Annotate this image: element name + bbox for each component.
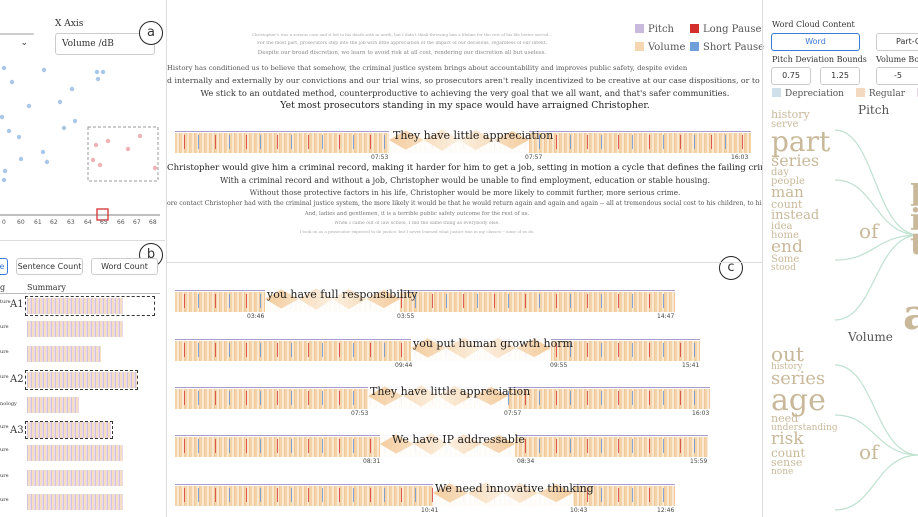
- volume-word-cloud[interactable]: out history series age need understandin…: [771, 345, 837, 478]
- connector-word: of: [859, 219, 879, 243]
- sort-first-button[interactable]: e: [0, 258, 8, 275]
- transcript-line: Christopher would give him a criminal re…: [167, 163, 763, 173]
- timeline-row[interactable]: We need innovative thinking 10:41 10:43 …: [175, 475, 675, 515]
- highlighted-tick: [96, 208, 109, 221]
- transcript-line: And, ladies and gentlemen, it is a terri…: [304, 211, 530, 217]
- transcript-line-emphasis: Yet most prosecutors standing in my spac…: [280, 100, 650, 111]
- summary-bar: [27, 298, 123, 314]
- summary-bar: [27, 494, 123, 510]
- summary-bar: [27, 372, 137, 388]
- timeline-focus: you have full responsibility: [265, 281, 418, 321]
- annotation-a3: A3: [10, 425, 24, 436]
- scatter-panel: ⌄ X Axis Volume /dB a 0 60 61 62 63 64 6…: [0, 0, 165, 240]
- panel-marker-c: c: [719, 256, 743, 280]
- scatter-points-blue: [0, 65, 106, 183]
- summary-bar: [27, 445, 123, 461]
- pitch-cloud-title: Pitch: [858, 103, 890, 117]
- time-start: 07:53: [371, 154, 389, 161]
- summary-bar: [27, 422, 111, 438]
- transcript-line: d internally and externally by our convi…: [167, 76, 763, 85]
- transcript-line: Without those protective factors in his …: [249, 188, 681, 197]
- pitch-upper-input[interactable]: 1.25: [820, 67, 860, 85]
- transcript-line-faint: Christopher's was a serious case and it …: [251, 32, 553, 37]
- volume-bounds-label: Volume Bou: [876, 55, 918, 64]
- timeline-focus: you put human growth horm: [411, 330, 573, 370]
- timeline-row[interactable]: you put human growth horm 09:44 09:55 15…: [175, 330, 700, 370]
- timeline-phrase: We have IP addressable: [392, 433, 525, 446]
- transcript-panel: Pitch Long Pause Volume Short Pause Chri…: [166, 0, 764, 280]
- annotation-a1: A1: [10, 299, 24, 310]
- header-divider: [0, 293, 160, 294]
- volume-lower-input[interactable]: -5: [876, 67, 918, 85]
- column-header-summary: Summary: [27, 283, 66, 292]
- legend-long-pause: Long Pause: [690, 24, 761, 35]
- timeline-row[interactable]: you have full responsibility 03:46 03:55…: [175, 281, 675, 321]
- transcript-line: With a criminal record and without a job…: [220, 176, 710, 185]
- timeline-focus: They have little appreciation: [368, 378, 530, 418]
- scatter-points-red: [90, 133, 158, 171]
- sentence-count-button[interactable]: Sentence Count: [16, 258, 83, 275]
- wc-legend: Depreciation Regular: [772, 88, 918, 99]
- timeline-row[interactable]: They have little appreciation 07:53 07:5…: [175, 378, 710, 418]
- connector-word: of: [859, 440, 879, 464]
- timeline-list-panel: you have full responsibility 03:46 03:55…: [166, 262, 762, 517]
- transcript-line-faint: When I came out of law school, I did the…: [334, 221, 500, 226]
- transcript-line-faint: Despite our broad discretion, we learn t…: [257, 50, 547, 56]
- annotation-a2: A2: [10, 374, 24, 385]
- summary-table-panel: b e Sentence Count Word Count g Summary …: [0, 240, 165, 517]
- brush-selection: [87, 126, 159, 182]
- volume-cloud-title: Volume: [848, 330, 893, 344]
- selection-box-a1: [25, 296, 155, 316]
- time-end: 16:03: [731, 154, 749, 161]
- legend-short-pause: Short Pause: [690, 42, 764, 53]
- summary-bar: [27, 346, 101, 362]
- word-count-button[interactable]: Word Count: [91, 258, 158, 275]
- transcript-line: We stick to an outdated method, counterp…: [200, 88, 730, 98]
- summary-bar: [27, 397, 79, 413]
- summary-bar: [27, 470, 123, 486]
- timeline-focus: We have IP addressable: [380, 426, 525, 466]
- transcript-line: ore contact Christopher had with the cri…: [167, 200, 763, 207]
- scatter-plot[interactable]: [0, 0, 165, 240]
- y-axis-select[interactable]: ⌄: [0, 33, 34, 48]
- summary-bar: [27, 321, 123, 337]
- column-header-tag: g: [0, 283, 6, 292]
- timeline-main[interactable]: They have little appreciation 07:53 07:5…: [175, 122, 751, 162]
- timeline-focus: They have little appreciation: [389, 122, 553, 162]
- pitch-lower-input[interactable]: 0.75: [771, 67, 811, 85]
- timeline-row[interactable]: We have IP addressable 08:31 08:34 15:59: [175, 426, 708, 466]
- legend-pitch: Pitch: [635, 24, 674, 35]
- time-mid: 07:57: [525, 154, 543, 161]
- word-cloud-title: Word Cloud Content: [772, 20, 855, 29]
- volume-cloud-edge: a: [903, 290, 918, 339]
- part-of-speech-button[interactable]: Part-Of: [876, 33, 918, 51]
- x-axis-label: X Axis: [55, 19, 84, 29]
- selection-box-a2: [25, 370, 138, 390]
- panel-marker-a: a: [139, 21, 163, 45]
- timeline-phrase: you put human growth horm: [413, 337, 573, 350]
- transcript-line: History has conditioned us to believe th…: [167, 64, 687, 72]
- transcript-line-faint: I took on as a prosecutor expected to do…: [299, 229, 535, 234]
- pitch-word-cloud[interactable]: history serve part series day people man…: [771, 110, 831, 273]
- word-mode-button[interactable]: Word: [771, 33, 860, 51]
- chevron-down-icon: ⌄: [20, 38, 28, 48]
- word-cloud-panel: Word Cloud Content Word Part-Of Pitch De…: [762, 0, 918, 517]
- timeline-phrase: They have little appreciation: [370, 385, 531, 398]
- legend-volume: Volume: [635, 42, 685, 53]
- transcript-line-faint: For the most part, prosecutors step into…: [257, 41, 547, 46]
- timeline-phrase: They have little appreciation: [393, 129, 554, 142]
- volume-connectors: [835, 364, 918, 511]
- pitch-bounds-label: Pitch Deviation Bounds: [772, 55, 867, 64]
- timeline-phrase: We need innovative thinking: [435, 482, 594, 495]
- timeline-phrase: you have full responsibility: [267, 288, 418, 301]
- pitch-connectors: [835, 129, 918, 321]
- timeline-focus: We need innovative thinking: [433, 475, 594, 515]
- selection-box-a3: [25, 421, 113, 439]
